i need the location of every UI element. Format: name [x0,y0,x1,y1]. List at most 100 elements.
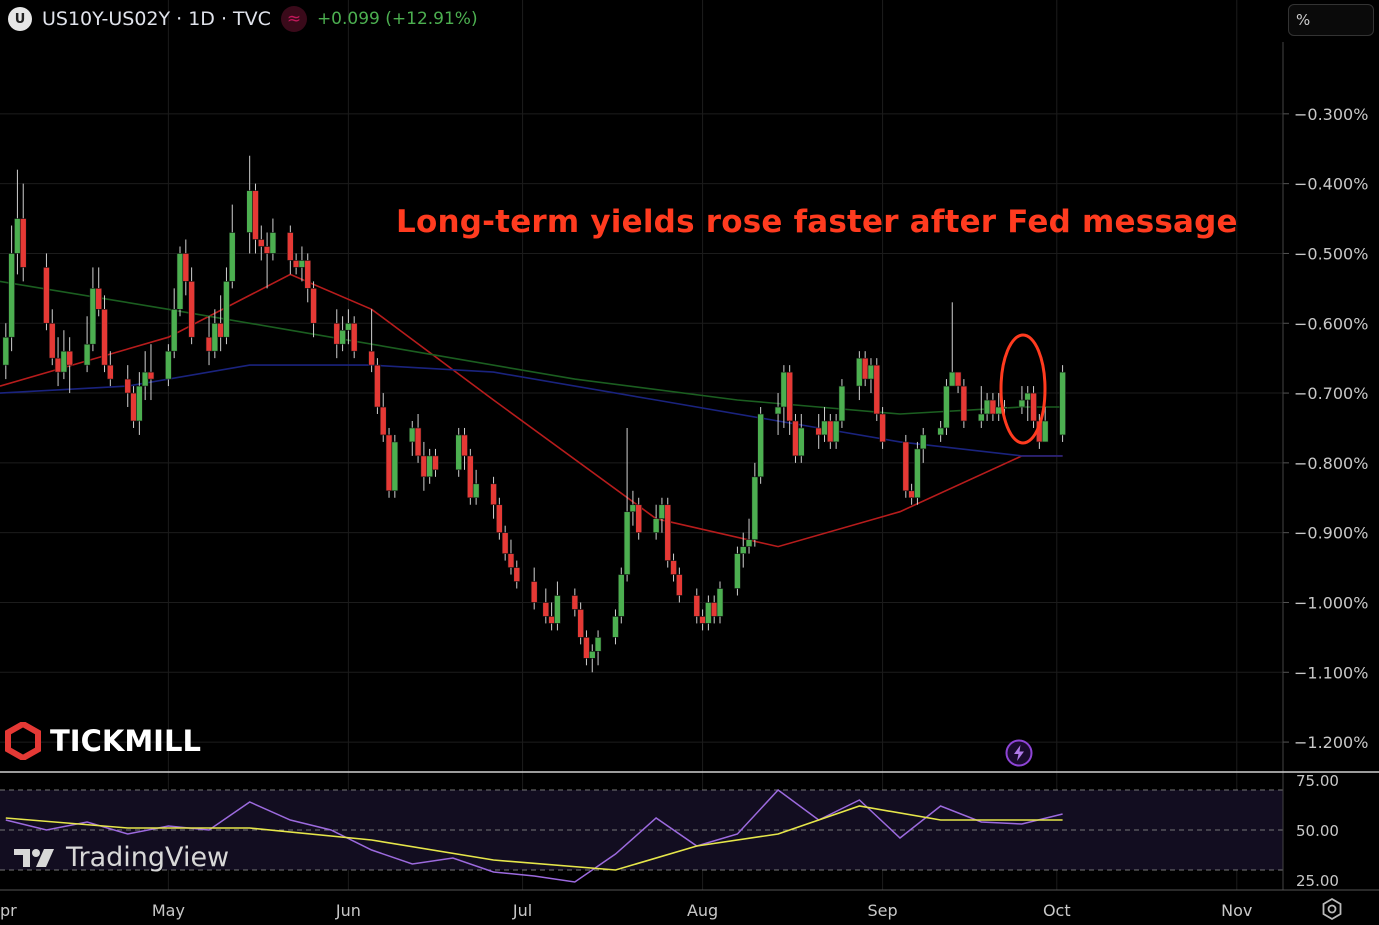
candle-body [426,455,433,478]
symbol-icon: U [8,7,32,31]
candle-body [298,260,306,268]
candle-body [867,364,875,380]
candle-body [983,399,991,415]
tickmill-logo: TICKMILL [4,722,201,760]
candle-body [60,350,68,373]
candle-body [716,588,724,617]
moving-average-line [0,364,1063,457]
candle-body [902,441,910,492]
candle-body [368,350,375,366]
candle-body [879,413,886,443]
candle-body [542,602,550,617]
time-tick-label: pr [0,901,17,920]
candle-body [977,413,985,422]
time-tick-label: Nov [1221,901,1252,920]
candle-body [1030,392,1037,422]
candle-body [496,504,503,533]
candle-body [414,427,422,457]
highlight-circle [999,333,1047,445]
candle-body [8,253,15,338]
candle-body [815,427,823,436]
lightning-icon[interactable] [1005,739,1033,767]
candle-body [1018,399,1026,408]
candle-body [960,385,968,422]
candle-body [205,336,213,352]
price-tick-label: −1.200% [1294,733,1368,752]
candle-body [141,371,149,387]
candle-body [304,260,312,289]
time-tick-label: Jun [335,901,361,920]
candle-body [333,322,341,345]
candle-body [797,427,805,457]
candle-body [345,322,352,331]
symbol-header[interactable]: U US10Y-US02Y · 1D · TVC ≈ +0.099 (+12.9… [8,4,478,34]
candle-body [954,371,962,387]
candle-body [2,336,10,366]
candle-body [147,371,155,380]
candle-body [861,357,869,380]
price-tick-label: −1.000% [1294,593,1368,612]
tradingview-logo: TradingView [14,842,229,873]
price-tick-label: −0.500% [1294,244,1368,263]
candle-body [188,281,195,338]
candle-body [14,218,21,254]
rsi-tick-label: 25.00 [1296,872,1339,890]
candle-body [513,567,521,582]
rsi-tick-label: 50.00 [1296,822,1339,840]
time-tick-label: Jul [512,901,532,920]
tradingview-wordmark: TradingView [66,842,230,873]
candle-body [252,190,259,240]
candle-body [571,595,579,610]
price-change: +0.099 (+12.91%) [316,9,478,29]
candle-body [263,246,271,254]
candle-body [943,385,950,429]
candle-body [124,378,132,394]
candle-body [699,616,706,624]
price-tick-label: −0.400% [1294,175,1368,194]
candle-body [54,357,62,373]
candle-body [937,427,944,436]
candle-body [873,364,881,415]
candle-body [1059,371,1066,436]
candle-body [856,357,863,387]
candle-body [211,322,219,352]
candle-body [745,539,753,547]
candle-body [710,602,718,617]
rsi-tick-label: 75.00 [1296,772,1339,790]
symbol-title[interactable]: US10Y-US02Y · 1D · TVC [42,8,271,30]
candle-body [635,504,643,533]
candle-body [339,329,346,345]
candle-body [287,232,294,261]
candle-body [379,406,387,436]
candle-body [176,253,184,310]
candle-body [472,483,480,499]
candle-body [548,616,555,624]
tradingview-icon [14,848,54,867]
unit-selector[interactable]: % [1288,4,1374,36]
candle-body [101,308,108,366]
candle-body [705,602,712,624]
candle-body [577,609,584,638]
candle-body [792,420,799,457]
settings-gear-icon[interactable] [1320,897,1344,921]
candle-body [617,574,625,617]
time-tick-label: Aug [687,901,718,920]
candle-body [739,546,747,554]
wave-icon[interactable]: ≈ [280,6,307,32]
candle-body [385,434,393,492]
candle-body [774,406,782,415]
candle-body [919,434,927,450]
candle-body [612,616,619,638]
candle-body [664,504,672,561]
candle-body [432,455,439,471]
candle-body [838,385,846,422]
axes: −0.300% −0.400% −0.500% −0.600% −0.700% −0.80… [0,42,1379,920]
candle-body [629,504,637,513]
tickmill-hex-icon [5,722,41,760]
time-tick-label: Sep [868,901,898,920]
candle-body [408,427,416,443]
candle-body [89,288,97,345]
candle-body [914,448,921,499]
candle-body [554,595,561,624]
